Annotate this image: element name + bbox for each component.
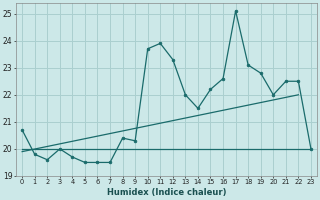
X-axis label: Humidex (Indice chaleur): Humidex (Indice chaleur) <box>107 188 226 197</box>
